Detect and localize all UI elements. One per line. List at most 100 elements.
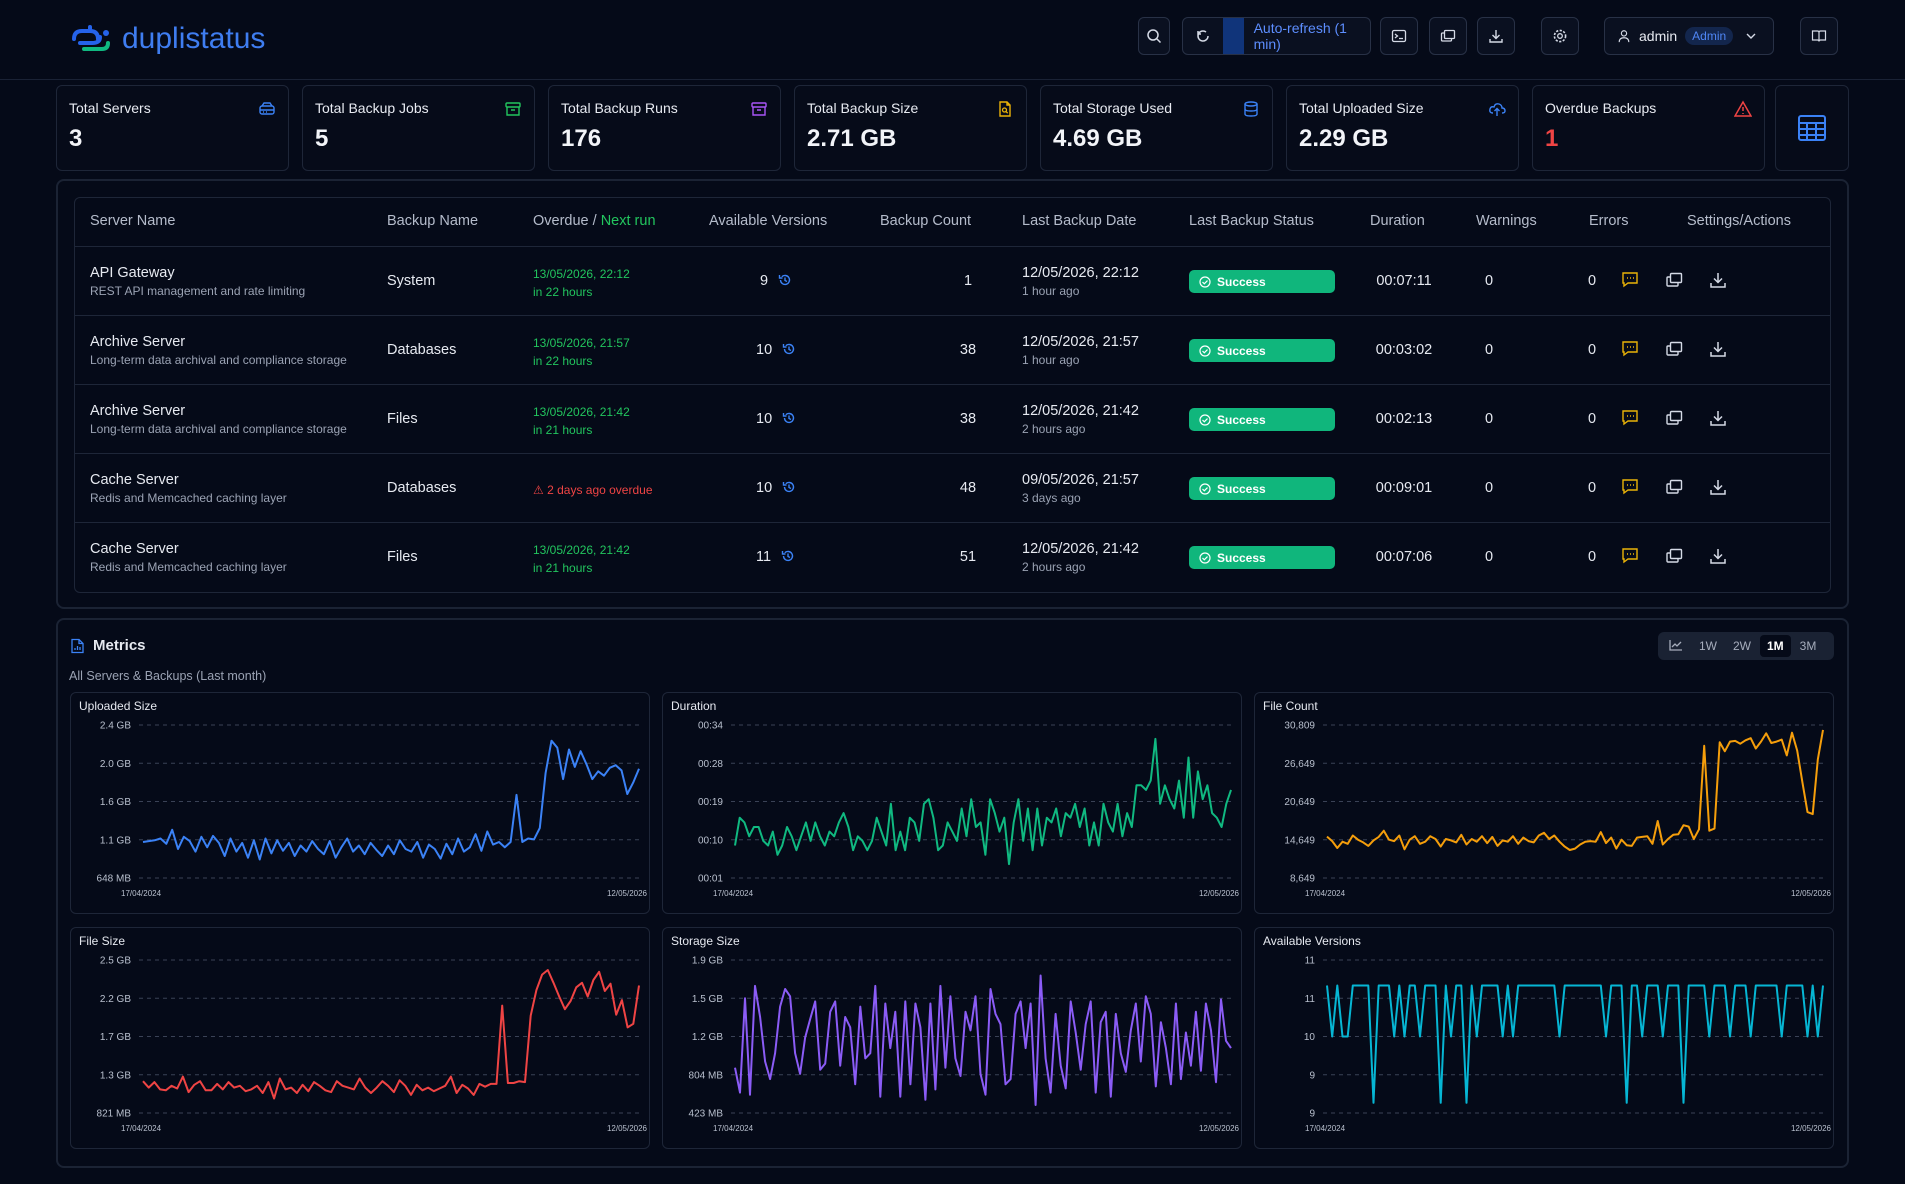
summary-card-total-uploaded-size[interactable]: Total Uploaded Size 2.29 GB: [1286, 85, 1519, 171]
y-tick-label: 821 MB: [97, 1109, 132, 1120]
chart-file-size[interactable]: 2.5 GB 2.2 GB 1.7 GB 1.3 GB 821 MB 17/04/2024…: [70, 927, 650, 1149]
open-server-button[interactable]: [1665, 547, 1683, 565]
status-badge[interactable]: Success: [1189, 408, 1335, 431]
chart-title: Storage Size: [671, 934, 740, 948]
col-warnings[interactable]: Warnings: [1476, 213, 1537, 229]
chevron-down-icon: [1746, 33, 1756, 39]
range-button-2w[interactable]: 2W: [1733, 639, 1751, 653]
status-badge[interactable]: Success: [1189, 339, 1335, 362]
duration-cell: 00:02:13: [1375, 411, 1433, 427]
user-menu[interactable]: admin Admin: [1604, 17, 1774, 55]
chart-title: Duration: [671, 699, 717, 713]
backup-count-cell: 48: [959, 480, 977, 496]
col-settings-actions: Settings/Actions: [1687, 213, 1791, 229]
auto-refresh-toggle[interactable]: Auto-refresh (1 min): [1223, 17, 1371, 55]
summary-card-total-storage-used[interactable]: Total Storage Used 4.69 GB: [1040, 85, 1273, 171]
col-last-backup-status[interactable]: Last Backup Status: [1189, 213, 1314, 229]
table-row[interactable]: Archive Server Long-term data archival an…: [74, 315, 1831, 384]
col-backup-count[interactable]: Backup Count: [880, 213, 972, 229]
status-badge[interactable]: Success: [1189, 546, 1335, 569]
series-line: [734, 974, 1232, 1106]
summary-card-value: 2.71 GB: [807, 125, 897, 152]
summary-card-total-backup-runs[interactable]: Total Backup Runs 176: [548, 85, 781, 171]
table-row[interactable]: Archive Server Long-term data archival an…: [74, 384, 1831, 453]
available-versions-cell[interactable]: 10: [756, 480, 796, 496]
download-config-button[interactable]: [1709, 409, 1727, 427]
open-server-button[interactable]: [1665, 409, 1683, 427]
status-badge[interactable]: Success: [1189, 477, 1335, 500]
open-server-button[interactable]: [1665, 271, 1683, 289]
settings-button[interactable]: [1541, 17, 1579, 55]
available-versions-cell[interactable]: 10: [756, 342, 796, 358]
available-versions-cell[interactable]: 10: [756, 411, 796, 427]
table-grid-icon: [1798, 115, 1826, 141]
server-name-cell[interactable]: API Gateway REST API management and rate …: [90, 265, 306, 298]
history-icon: [782, 481, 795, 493]
available-versions-cell[interactable]: 11: [756, 549, 795, 565]
app-logo[interactable]: duplistatus: [70, 22, 265, 56]
chart-available-versions[interactable]: 11 11 10 9 9 17/04/2024 12/05/2026 Available Ve…: [1254, 927, 1834, 1149]
col-errors[interactable]: Errors: [1589, 213, 1629, 229]
chart-file-count[interactable]: 30,809 26,649 20,649 14,649 8,649 17/04/2024 1…: [1254, 692, 1834, 914]
open-servers-button[interactable]: [1429, 17, 1467, 55]
summary-card-value: 4.69 GB: [1053, 125, 1143, 152]
search-button[interactable]: [1138, 17, 1170, 55]
status-badge[interactable]: Success: [1189, 270, 1335, 293]
notification-settings-button[interactable]: [1621, 340, 1639, 358]
chart-svg: 2.4 GB 2.0 GB 1.6 GB 1.1 GB 648 MB 17/04/2024…: [97, 721, 648, 899]
range-button-3m[interactable]: 3M: [1799, 639, 1817, 653]
summary-card-total-servers[interactable]: Total Servers 3: [56, 85, 289, 171]
chart-uploaded-size[interactable]: 2.4 GB 2.0 GB 1.6 GB 1.1 GB 648 MB 17/04/2024…: [70, 692, 650, 914]
col-available-versions[interactable]: Available Versions: [709, 213, 828, 229]
download-button[interactable]: [1477, 17, 1515, 55]
time-range-selector: 1W 2W 1M 3M: [1658, 632, 1834, 660]
col-overdue[interactable]: Overdue / Next run: [533, 213, 656, 229]
summary-card-overdue-backups[interactable]: Overdue Backups 1: [1532, 85, 1765, 171]
summary-card-total-backup-size[interactable]: Total Backup Size 2.71 GB: [794, 85, 1027, 171]
refresh-button[interactable]: [1182, 17, 1224, 55]
open-server-button[interactable]: [1665, 478, 1683, 496]
table-row[interactable]: Cache Server Redis and Memcached caching …: [74, 522, 1831, 591]
col-server-name[interactable]: Server Name: [90, 213, 176, 229]
notification-settings-button[interactable]: [1621, 547, 1639, 565]
y-tick-label: 9: [1309, 1109, 1315, 1120]
summary-card-total-backup-jobs[interactable]: Total Backup Jobs 5: [302, 85, 535, 171]
notification-settings-button[interactable]: [1621, 478, 1639, 496]
range-button-1m[interactable]: 1M: [1760, 635, 1791, 657]
available-versions-cell[interactable]: 9: [760, 273, 792, 289]
warnings-cell: 0: [1484, 273, 1494, 289]
server-name-cell[interactable]: Cache Server Redis and Memcached caching …: [90, 541, 287, 574]
y-tick-label: 00:19: [698, 797, 723, 808]
download-config-button[interactable]: [1709, 271, 1727, 289]
table-view-button[interactable]: [1775, 85, 1849, 171]
table-row[interactable]: Cache Server Redis and Memcached caching …: [74, 453, 1831, 522]
duration-cell: 00:07:11: [1376, 273, 1432, 289]
table-row[interactable]: API Gateway REST API management and rate …: [74, 246, 1831, 315]
last-backup-date-cell: 12/05/2026, 21:57 1 hour ago: [1022, 334, 1139, 367]
col-last-backup-date[interactable]: Last Backup Date: [1022, 213, 1137, 229]
notification-settings-button[interactable]: [1621, 271, 1639, 289]
terminal-button[interactable]: [1380, 17, 1418, 55]
chart-svg: 11 11 10 9 9 17/04/2024 12/05/2026: [1304, 956, 1832, 1134]
download-config-button[interactable]: [1709, 478, 1727, 496]
notification-settings-button[interactable]: [1621, 409, 1639, 427]
server-name-cell[interactable]: Cache Server Redis and Memcached caching …: [90, 472, 287, 505]
col-backup-name[interactable]: Backup Name: [387, 213, 479, 229]
server-name-cell[interactable]: Archive Server Long-term data archival an…: [90, 334, 347, 367]
y-tick-label: 2.2 GB: [100, 994, 131, 1005]
chart-storage-size[interactable]: 1.9 GB 1.5 GB 1.2 GB 804 MB 423 MB 17/04/2024…: [662, 927, 1242, 1149]
server-name-cell[interactable]: Archive Server Long-term data archival an…: [90, 403, 347, 436]
download-config-button[interactable]: [1709, 340, 1727, 358]
chart-mode-button[interactable]: [1662, 635, 1690, 658]
y-tick-label: 14,649: [1284, 835, 1315, 846]
y-tick-label: 1.6 GB: [100, 797, 131, 808]
chart-duration[interactable]: 00:34 00:28 00:19 00:10 00:01 17/04/2024 12/05…: [662, 692, 1242, 914]
docs-button[interactable]: [1800, 17, 1838, 55]
status-label: Success: [1217, 481, 1266, 496]
windows-stack-icon: [1666, 410, 1683, 425]
col-duration[interactable]: Duration: [1370, 213, 1425, 229]
range-button-1w[interactable]: 1W: [1699, 639, 1717, 653]
open-server-button[interactable]: [1665, 340, 1683, 358]
download-config-button[interactable]: [1709, 547, 1727, 565]
backup-count-cell: 38: [959, 411, 977, 427]
